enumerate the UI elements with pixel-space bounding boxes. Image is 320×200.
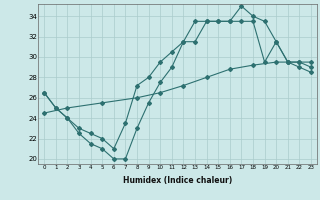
X-axis label: Humidex (Indice chaleur): Humidex (Indice chaleur) [123, 176, 232, 185]
